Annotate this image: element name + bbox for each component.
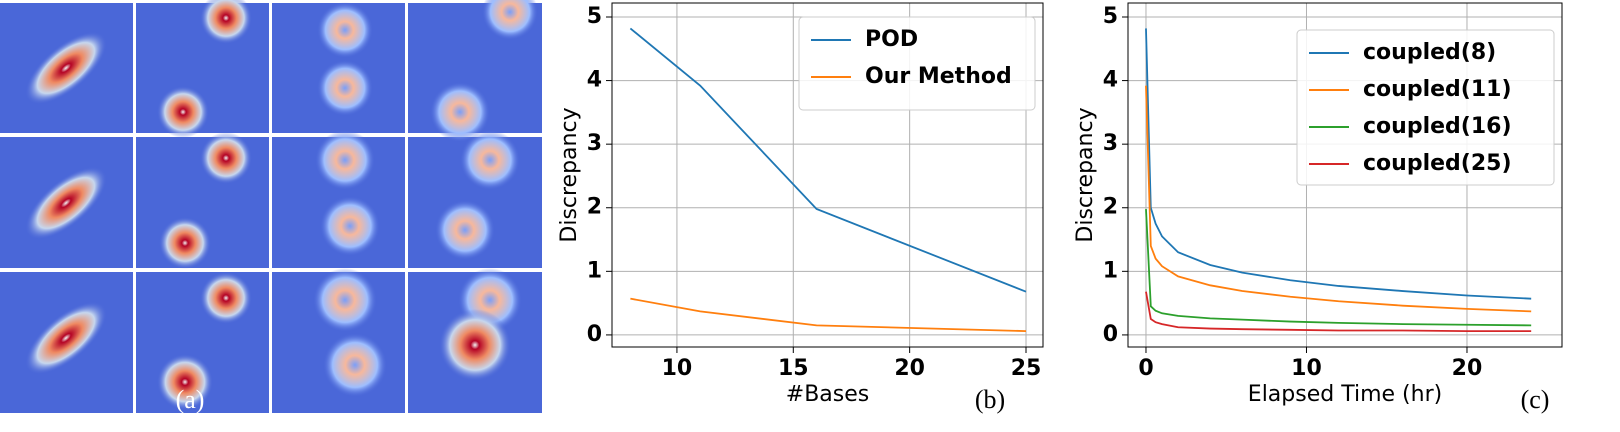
legend-label: POD [865,27,918,52]
panel-label: (a) [176,385,205,414]
image-grid [0,0,542,413]
y-tick-label: 5 [1103,4,1118,29]
legend-label: coupled(16) [1363,114,1512,139]
y-tick-label: 1 [587,258,602,283]
y-tick-label: 5 [587,4,602,29]
panel-label: (c) [1521,385,1550,414]
y-tick-label: 0 [587,322,602,347]
legend-label: Our Method [865,64,1012,89]
legend-box [798,16,1036,111]
legend-label: coupled(8) [1363,40,1496,65]
line [630,297,1027,333]
x-tick-label: 10 [662,356,693,381]
panel-label: (b) [975,385,1005,414]
legend-box [1296,29,1555,186]
x-tick-label: 20 [894,356,925,381]
y-tick-label: 1 [1103,258,1118,283]
line [1145,28,1532,300]
x-axis-label: #Bases [786,382,869,407]
x-axis-label: Elapsed Time (hr) [1248,382,1442,407]
legend-label: coupled(11) [1363,77,1512,102]
y-axis-label: Discrepancy [557,107,582,242]
x-tick-label: 20 [1452,356,1483,381]
line [1145,85,1532,313]
y-axis-label: Discrepancy [1073,107,1098,242]
plot-frame [1127,2,1563,348]
x-tick-label: 0 [1138,356,1153,381]
line [1145,291,1532,333]
x-tick-label: 25 [1011,356,1042,381]
y-tick-label: 3 [1103,131,1118,156]
legend-label: coupled(25) [1363,151,1512,176]
plot-frame [611,2,1044,348]
y-tick-label: 4 [1103,68,1118,93]
y-tick-label: 0 [1103,322,1118,347]
y-tick-label: 2 [1103,195,1118,220]
line [629,27,1027,293]
y-tick-label: 2 [587,195,602,220]
x-tick-label: 10 [1291,356,1322,381]
y-tick-label: 3 [587,131,602,156]
y-tick-label: 4 [587,68,602,93]
line [1145,208,1532,327]
x-tick-label: 15 [778,356,809,381]
